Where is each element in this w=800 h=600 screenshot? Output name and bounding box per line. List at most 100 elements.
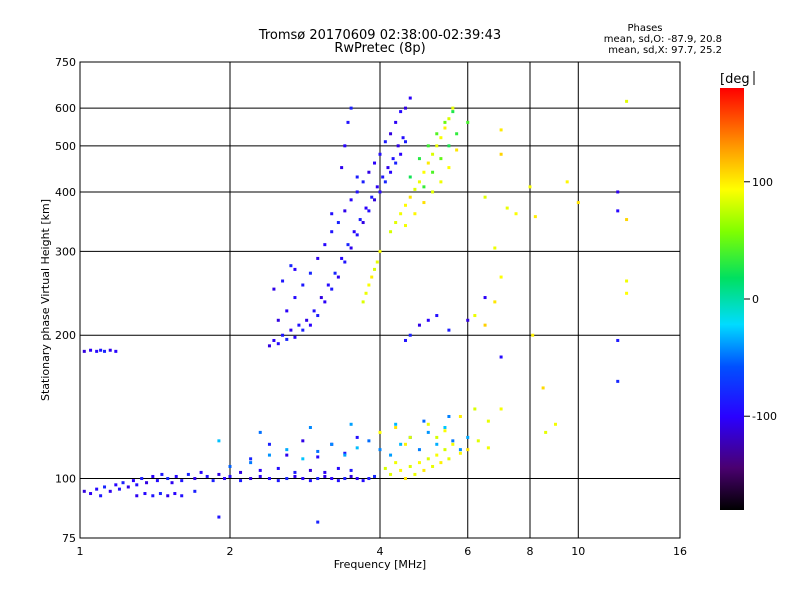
phases-x-mode: mean, sd,X: 97.7, 25.2 [608,45,722,56]
data-point [426,161,430,165]
data-point [373,161,377,165]
data-point [343,477,347,481]
data-point [394,422,398,426]
data-point [389,453,393,457]
data-point [239,470,243,474]
data-point [258,474,262,478]
data-point [403,338,407,342]
data-point [223,477,227,481]
data-point [323,300,327,304]
x-tick-label: 10 [571,545,585,558]
data-point [422,201,426,205]
y-tick-label: 400 [55,186,76,199]
data-point [285,448,289,452]
data-point [367,209,371,213]
data-point [367,170,371,174]
data-point [486,446,490,450]
data-point [455,132,459,136]
data-point [301,283,305,287]
data-point [447,117,451,121]
data-point [333,271,337,275]
data-point [336,275,340,279]
data-point [355,190,359,194]
data-point [499,407,503,411]
data-point [399,110,403,114]
data-point [316,256,320,260]
data-point [505,206,509,210]
data-point [349,422,353,426]
data-point [249,461,253,465]
colorbar-tick-label: 100 [752,176,773,189]
data-point [361,479,365,483]
data-point [443,126,447,130]
data-point [408,333,412,337]
data-point [422,419,426,423]
data-point [439,461,443,465]
data-point [455,148,459,152]
data-point [413,187,417,191]
data-point [435,132,439,136]
data-point [285,453,289,457]
data-point [174,474,178,478]
data-point [217,515,221,519]
data-point [355,446,359,450]
data-point [361,300,365,304]
data-point [301,457,305,461]
data-point [403,442,407,446]
data-point [361,221,365,225]
data-point [336,466,340,470]
data-point [293,335,297,339]
data-point [249,457,253,461]
data-point [126,485,130,489]
data-point [389,472,393,476]
data-point [466,318,470,322]
data-point [272,338,276,342]
data-point [408,195,412,199]
data-point [396,144,400,148]
data-point [330,442,334,446]
data-point [131,479,135,483]
data-point [135,494,139,498]
data-point [399,442,403,446]
data-point [378,152,382,156]
data-point [533,215,537,219]
data-point [301,328,305,332]
data-point [312,309,316,313]
data-point [343,453,347,457]
data-point [358,218,362,222]
data-point [451,110,455,114]
data-point [531,333,535,337]
data-point [422,170,426,174]
data-point [375,185,379,189]
data-point [447,166,451,170]
data-point [367,439,371,443]
colorbar-tick-label: 0 [752,293,759,306]
data-point [378,190,382,194]
data-point [439,136,443,140]
data-point [151,494,155,498]
data-point [483,323,487,327]
x-tick-label: 6 [464,545,471,558]
data-point [447,328,451,332]
data-point [426,318,430,322]
x-tick-label: 4 [377,545,384,558]
data-point [528,185,532,189]
data-point [205,474,209,478]
data-point [447,144,451,148]
data-point [389,170,393,174]
data-point [499,152,503,156]
data-point [108,348,112,352]
data-point [99,494,103,498]
data-point [553,422,557,426]
data-point [514,212,518,216]
data-point [173,492,177,496]
data-point [403,140,407,144]
data-point [281,333,285,337]
y-tick-label: 500 [55,140,76,153]
y-tick-label: 600 [55,102,76,115]
data-point [228,474,232,478]
data-point [323,474,327,478]
data-point [375,260,379,264]
data-point [308,323,312,327]
data-point [443,448,447,452]
